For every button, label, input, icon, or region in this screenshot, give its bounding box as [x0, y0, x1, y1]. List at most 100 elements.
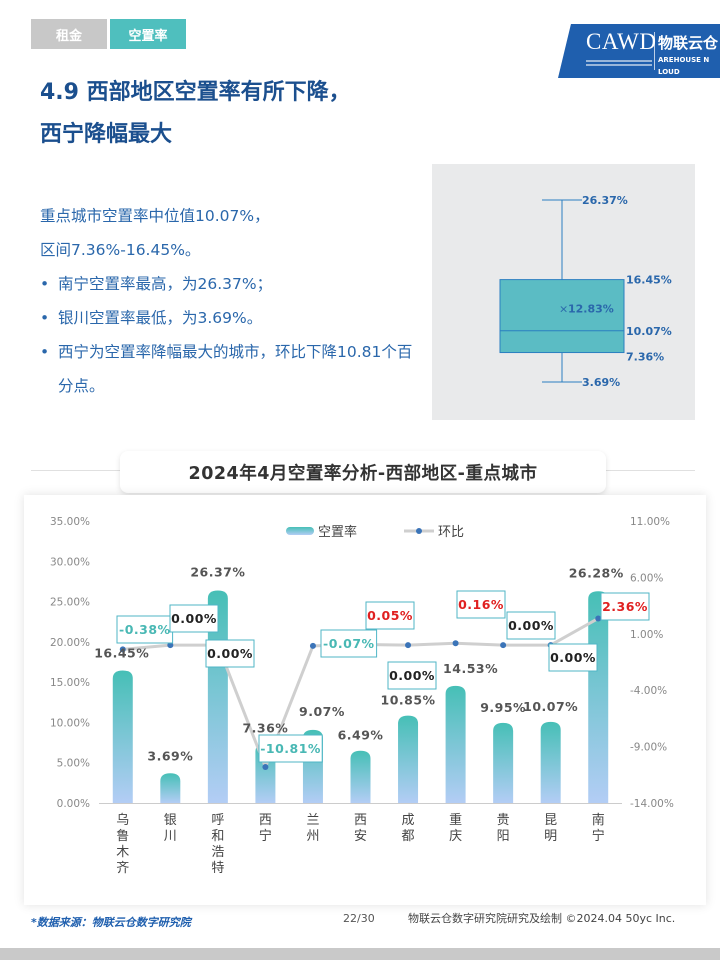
mom-point	[405, 642, 412, 649]
x-category-label: 南	[592, 812, 605, 828]
y-left-tick: 5.00%	[57, 758, 90, 770]
mom-label-box	[258, 734, 323, 763]
bar-value-label: 16.45%	[94, 645, 149, 660]
mom-label-box	[116, 615, 174, 644]
y-right-tick: -14.00%	[630, 798, 674, 810]
mom-label-box	[365, 601, 415, 630]
legend-line-marker	[416, 528, 422, 534]
bar	[160, 773, 181, 803]
y-left-tick: 15.00%	[50, 677, 90, 689]
mom-label-box	[320, 629, 378, 658]
summary-bullet: • 南宁空置率最高，为26.37%；	[40, 275, 273, 293]
logo-cn-text: 物联云仓	[658, 34, 719, 52]
x-category-label: 特	[211, 861, 224, 876]
mom-value-label: -10.81%	[260, 741, 321, 756]
bar-value-label: 26.37%	[190, 565, 245, 580]
mom-point	[309, 642, 316, 649]
summary-text: 重点城市空置率中位值10.07%， 区间7.36%-16.45%。 • 南宁空置率…	[40, 199, 420, 403]
mom-label-box	[169, 604, 219, 633]
mom-label-box	[205, 639, 255, 668]
x-category-label: 阳	[497, 829, 510, 844]
x-category-label: 浩	[211, 845, 224, 860]
chart-card: 0.00% 5.00% 10.00% 15.00% 20.00% 25.00% 30.00%…	[24, 495, 706, 905]
median-label: 10.07%	[626, 325, 672, 338]
bottom-bar	[0, 948, 720, 960]
bar	[112, 670, 133, 803]
x-category-label: 成	[402, 813, 415, 828]
y-left-tick: 0.00%	[57, 798, 90, 810]
y-left-tick: 35.00%	[50, 516, 90, 528]
x-category-label: 西	[259, 813, 272, 828]
bar-value-label: 26.28%	[569, 565, 624, 580]
mom-value-label: 0.00%	[389, 668, 435, 683]
bar-value-label: 10.85%	[381, 693, 436, 708]
mom-value-label: 0.16%	[458, 597, 504, 612]
x-category-label: 乌	[116, 812, 129, 828]
copyright: 物联云仓数字研究院研究及绘制 ©2024.04 50yc Inc.	[408, 912, 676, 925]
x-category-label: 银	[164, 813, 177, 828]
q1-label: 7.36%	[626, 351, 664, 364]
data-source: *数据来源：物联云仓数字研究院	[31, 916, 191, 929]
min-label: 3.69%	[582, 376, 620, 389]
page-title-line2: 西宁降幅最大	[40, 122, 173, 147]
tab-vacancy-rate[interactable]: 空置率	[110, 19, 186, 49]
tab-rent[interactable]: 租金	[31, 19, 107, 49]
bar-value-label: 9.95%	[480, 700, 526, 715]
y-right-tick: -9.00%	[630, 742, 667, 754]
x-category-label: 兰	[306, 813, 319, 828]
bar	[445, 685, 466, 803]
logo-divider	[654, 32, 655, 70]
max-label: 26.37%	[582, 194, 628, 207]
logo-subtitle-lines	[586, 60, 652, 70]
y-right-tick: 1.00%	[630, 629, 663, 641]
mom-value-label: 0.00%	[171, 611, 217, 626]
legend-label-vacancy: 空置率	[318, 524, 357, 540]
bar	[493, 722, 514, 803]
mom-value-label: 0.00%	[508, 618, 554, 633]
summary-line1: 重点城市空置率中位值10.07%，	[40, 207, 270, 225]
x-category-label: 呼	[211, 813, 224, 828]
boxplot-svg: × 12.83% 26.37% 16.45% 10.07% 7.36% 3.69%	[499, 194, 672, 389]
y-left-tick: 20.00%	[50, 637, 90, 649]
x-category-label: 州	[306, 829, 319, 844]
page-title: 4.9 西部地区空置率有所下降， 西宁降幅最大	[40, 72, 430, 156]
legend-bar-swatch	[286, 527, 314, 535]
mom-label-box	[506, 611, 556, 640]
mom-point	[167, 642, 174, 649]
summary-bullet: • 银川空置率最低，为3.69%。	[40, 309, 263, 327]
bar-value-label: 10.07%	[523, 699, 578, 714]
mom-value-label: 0.00%	[550, 650, 596, 665]
x-category-label: 鲁	[116, 829, 129, 844]
x-category-label: 宁	[592, 828, 605, 844]
logo-cawd-text: CAWD	[586, 29, 657, 54]
bar-value-label: 14.53%	[443, 661, 498, 676]
legend-label-mom: 环比	[438, 525, 464, 540]
x-category-label: 和	[211, 829, 224, 844]
mom-value-label: -0.38%	[119, 622, 171, 637]
boxplot-panel: × 12.83% 26.37% 16.45% 10.07% 7.36% 3.69%	[432, 164, 695, 420]
mom-value-label: 0.00%	[207, 646, 253, 661]
y-right-tick: 6.00%	[630, 572, 663, 584]
y-right-tick: 11.00%	[630, 516, 670, 528]
x-category-label: 都	[402, 829, 415, 844]
cawd-logo: CAWD 物联云仓 AREHOUSE N LOUD	[558, 24, 720, 78]
page-title-line1: 4.9 西部地区空置率有所下降，	[40, 80, 351, 105]
mean-label: 12.83%	[568, 303, 614, 316]
mom-point	[595, 615, 602, 622]
logo-en-text: AREHOUSE N LOUD	[658, 56, 710, 76]
x-category-label: 昆	[544, 813, 557, 828]
bar	[398, 715, 419, 803]
x-category-label: 宁	[259, 828, 272, 844]
q3-label: 16.45%	[626, 274, 672, 287]
page-number: 22/30	[343, 912, 375, 925]
mom-label-box	[387, 661, 437, 690]
mom-point	[119, 646, 126, 653]
summary-bullet: • 西宁为空置率降幅最大的城市，环比下降10.81个百分点。	[40, 343, 413, 395]
x-category-label: 贵	[497, 813, 510, 828]
mom-label-box	[456, 590, 506, 619]
bar-value-label: 7.36%	[242, 721, 288, 736]
mom-point	[262, 764, 269, 771]
vacancy-chart: 0.00% 5.00% 10.00% 15.00% 20.00% 25.00% 30.00%…	[50, 516, 674, 876]
bar	[350, 750, 371, 803]
chart-title: 2024年4月空置率分析-西部地区-重点城市	[120, 451, 606, 493]
